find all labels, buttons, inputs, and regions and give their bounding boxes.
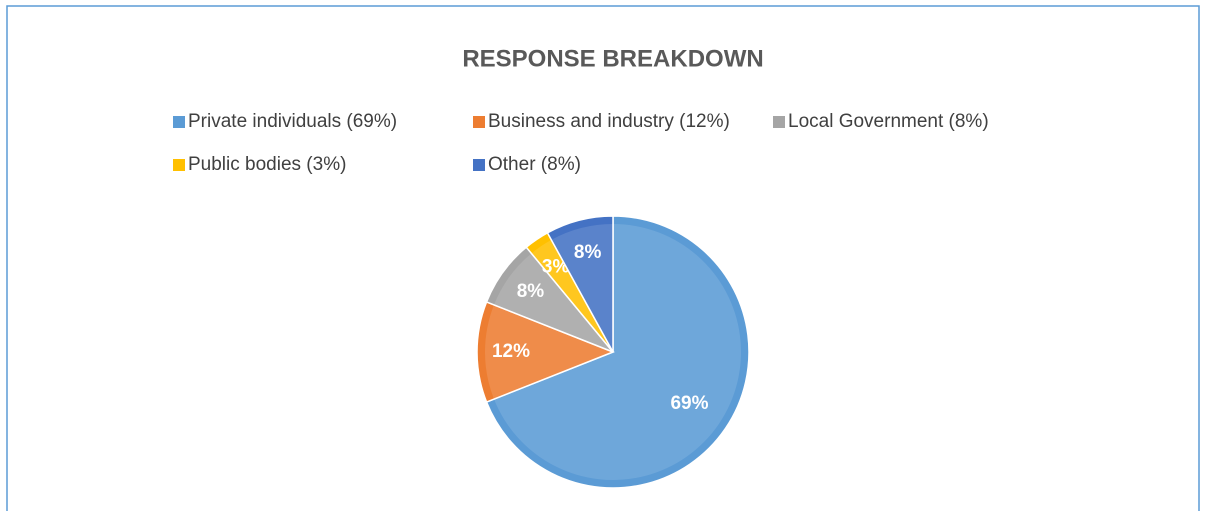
data-label: 12% <box>492 341 530 362</box>
pie-slice-face <box>551 224 613 352</box>
legend-swatch <box>473 116 485 128</box>
legend-swatch <box>173 159 185 171</box>
pie-slice-face <box>531 239 613 352</box>
legend-swatch <box>773 116 785 128</box>
legend-label: Local Government (8%) <box>788 111 989 132</box>
pie-slice <box>476 300 616 404</box>
legend-swatch <box>173 116 185 128</box>
data-label: 3% <box>542 257 570 278</box>
pie-slice <box>546 215 614 353</box>
pie-slice-face <box>484 304 613 400</box>
data-label: 8% <box>517 281 545 302</box>
chart-title: RESPONSE BREAKDOWN <box>462 45 763 72</box>
pie-slice-face <box>493 253 613 352</box>
data-label: 69% <box>670 393 708 414</box>
legend-label: Other (8%) <box>488 154 581 175</box>
pie-slice <box>485 215 750 489</box>
data-label: 8% <box>574 242 602 263</box>
legend-swatch <box>473 159 485 171</box>
pie-slice-face <box>493 224 741 480</box>
legend-label: Private individuals (69%) <box>188 111 397 132</box>
legend-label: Business and industry (12%) <box>488 111 730 132</box>
legend-label: Public bodies (3%) <box>188 154 346 175</box>
